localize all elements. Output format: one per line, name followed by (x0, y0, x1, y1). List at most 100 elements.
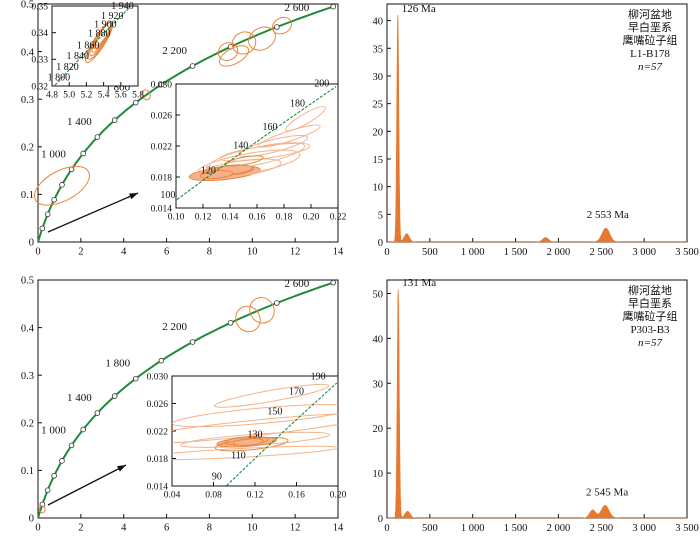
inset-concordia (176, 86, 337, 200)
inset-age-label: 90 (212, 471, 222, 482)
error-ellipse (249, 297, 275, 324)
y-tick-label: 30 (373, 72, 384, 83)
inset-large-bottom: 0.04 0.08 0.12 0.16 0.20 0.014 0.018 0.022 0.026… (147, 371, 347, 501)
x-tick-label: 500 (422, 523, 438, 534)
y-tick-label: 0.4 (21, 47, 35, 58)
error-ellipse (172, 404, 338, 428)
inset-content (172, 382, 338, 486)
error-ellipse (218, 45, 250, 67)
age-marker (111, 117, 118, 123)
x-tick-label: 14 (333, 523, 344, 534)
error-ellipse (141, 89, 151, 101)
y-tick-label: 0.014 (151, 204, 173, 214)
age-marker (51, 472, 57, 479)
x-tick-label: 12 (290, 523, 301, 534)
y-tick-label: 50 (373, 289, 384, 300)
plot-frame (386, 3, 688, 243)
inset-age-label: 1 840 (67, 51, 90, 62)
error-ellipse (235, 305, 261, 333)
x-tick-label: 0.12 (195, 213, 212, 223)
x-tick-label: 3 500 (675, 523, 699, 534)
y-tick-label: 20 (373, 424, 384, 435)
error-ellipse (34, 165, 90, 206)
y-tick-label: 0.2 (21, 418, 34, 429)
age-marker (274, 24, 280, 30)
error-ellipse (271, 16, 293, 35)
x-tick-label: 0.10 (168, 213, 185, 223)
y-tick-label: 0 (29, 238, 34, 249)
error-ellipse (285, 106, 326, 132)
y-tick-label: 0 (378, 514, 383, 525)
inset-age-label: 190 (311, 371, 326, 382)
age-marker (59, 458, 65, 464)
x-tick-label: 5.6 (115, 91, 127, 101)
x-tick-label: 4 (121, 247, 127, 258)
x-tick-label: 2 500 (589, 247, 613, 258)
y-tick-label: 0.026 (151, 111, 173, 121)
y-tick-label: 0.030 (147, 372, 169, 382)
x-tick-label: 0.16 (288, 491, 305, 501)
y-tick-label: 30 (373, 379, 384, 390)
y-tick-label: 25 (373, 100, 384, 111)
x-tick-label: 3 000 (632, 247, 656, 258)
sample-annotation: n=57 (638, 337, 662, 349)
inset-age-label: 1 920 (101, 11, 124, 22)
age-marker (51, 196, 57, 203)
age-marker (59, 182, 65, 188)
inset-age-label: 150 (267, 407, 282, 418)
concordia-age-label: 1 000 (41, 424, 66, 436)
error-ellipse (238, 134, 309, 158)
x-tick-label: 0.22 (330, 213, 347, 223)
x-tick-label: 0 (384, 523, 389, 534)
age-marker (274, 300, 280, 306)
x-tick-label: 5.4 (98, 91, 110, 101)
age-marker (44, 487, 51, 494)
age-marker (189, 63, 196, 69)
inset-content (176, 86, 337, 200)
y-tick-label: 10 (373, 183, 384, 194)
x-tick-label: 1 500 (504, 523, 528, 534)
x-tick-label: 0.14 (222, 213, 239, 223)
y-tick-label: 0.5 (21, 276, 34, 287)
plot-frame (386, 279, 688, 519)
age-marker (44, 211, 51, 218)
y-tick-label: 35 (373, 44, 384, 55)
age-marker (189, 339, 196, 345)
y-tick-label: 0.3 (21, 95, 34, 106)
plot-frame (171, 375, 339, 487)
x-tick-label: 10 (247, 247, 258, 258)
y-tick-label: 0.022 (151, 142, 173, 152)
y-tick-label: 0.022 (147, 427, 169, 437)
inset-age-label: 110 (231, 451, 246, 462)
x-tick-label: 0.08 (205, 491, 222, 501)
inset-age-label: 180 (290, 98, 305, 109)
y-tick-label: 0.35 (31, 2, 48, 12)
sample-annotation: P303-B3 (630, 324, 670, 336)
y-tick-label: 0.5 (21, 0, 34, 11)
y-tick-label: 15 (373, 155, 384, 166)
peak-label: 2 545 Ma (586, 486, 628, 498)
x-tick-label: 12 (290, 247, 301, 258)
inset-age-label: 140 (233, 140, 248, 151)
x-tick-label: 0.18 (276, 213, 293, 223)
inset-age-label: 1 900 (94, 20, 117, 31)
concordia-age-label: 2 200 (162, 321, 187, 333)
error-ellipse (231, 31, 257, 55)
y-tick-label: 0.030 (151, 80, 173, 90)
y-tick-label: 0.33 (31, 56, 48, 66)
x-tick-label: 8 (207, 247, 212, 258)
age-marker (111, 393, 118, 399)
inset-age-label: 1 880 (88, 28, 111, 39)
error-ellipse (197, 149, 301, 178)
concordia-age-label: 1 400 (67, 116, 92, 128)
x-tick-label: 4 (121, 523, 127, 534)
x-tick-label: 0.20 (303, 213, 320, 223)
x-tick-label: 10 (247, 523, 258, 534)
x-tick-label: 3 500 (675, 247, 699, 258)
sample-annotation: n=57 (638, 61, 662, 73)
x-tick-label: 2 000 (547, 523, 571, 534)
x-tick-label: 0.20 (330, 491, 347, 501)
concordia-age-label: 1 400 (67, 392, 92, 404)
error-ellipse (38, 505, 46, 514)
sample-annotation: 早白垩系 (628, 296, 672, 310)
